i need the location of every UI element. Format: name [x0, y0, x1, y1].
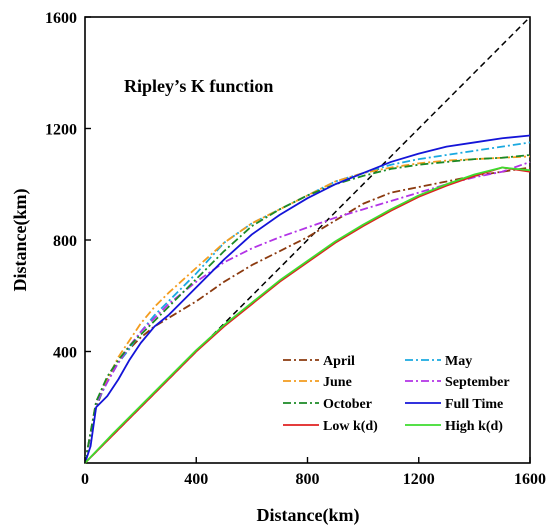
series-line-low-k-d [84, 166, 531, 464]
series-line-october [84, 154, 531, 464]
y-tick-label: 400 [53, 345, 77, 362]
plot-lines [84, 16, 531, 464]
x-tick-label: 800 [296, 471, 320, 488]
x-tick-label: 0 [81, 471, 89, 488]
x-axis-title: Distance(km) [257, 505, 360, 526]
x-tick-label: 1200 [403, 471, 435, 488]
legend-label: May [445, 354, 472, 369]
series-line-june [84, 155, 531, 464]
series-line-full-time [84, 134, 531, 464]
ticks: 0 400 800 1200 1600 400 800 1200 1600 [45, 10, 546, 488]
x-tick-label: 400 [184, 471, 208, 488]
legend-label: June [323, 375, 352, 390]
legend: April May June September October Full Time Low… [283, 354, 510, 434]
legend-label: April [323, 354, 355, 369]
legend-label: Low k(d) [323, 419, 378, 434]
y-tick-label: 1600 [45, 10, 77, 27]
legend-label: October [323, 397, 372, 412]
legend-label: High k(d) [445, 419, 503, 434]
series-line-high-k-d [84, 166, 531, 464]
x-tick-label: 1600 [514, 471, 546, 488]
annotation-text: Ripley’s K function [124, 76, 273, 96]
y-tick-label: 800 [53, 233, 77, 250]
y-axis-title: Distance(km) [10, 189, 31, 292]
legend-label: Full Time [445, 397, 503, 412]
y-tick-label: 1200 [45, 122, 77, 139]
legend-label: September [445, 375, 510, 390]
